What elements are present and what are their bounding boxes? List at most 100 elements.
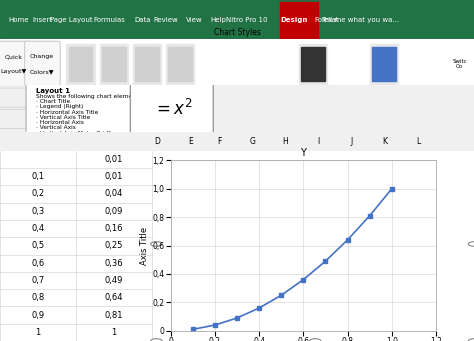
Y xyxy=(234,316,240,320)
Text: Shows the following chart elements:: Shows the following chart elements: xyxy=(36,94,143,99)
Line: Y: Y xyxy=(191,187,394,331)
FancyBboxPatch shape xyxy=(130,79,213,172)
Text: 0,8: 0,8 xyxy=(31,293,45,302)
Text: 0,2: 0,2 xyxy=(31,190,45,198)
Text: 0,7: 0,7 xyxy=(31,276,45,285)
Bar xyxy=(370,44,398,84)
Circle shape xyxy=(310,339,321,341)
Bar xyxy=(175,132,206,152)
Text: View: View xyxy=(186,17,203,24)
Bar xyxy=(303,132,334,152)
Y xyxy=(278,293,284,297)
Text: 0,5: 0,5 xyxy=(31,241,45,250)
Bar xyxy=(100,44,128,84)
Text: 0,9: 0,9 xyxy=(31,311,45,320)
Text: · Horizontal Axis: · Horizontal Axis xyxy=(36,120,83,125)
Bar xyxy=(0,151,152,168)
Text: Nitro Pro 10: Nitro Pro 10 xyxy=(226,17,267,24)
Bar xyxy=(280,2,318,39)
Bar xyxy=(0,324,152,341)
Text: · Chart Title: · Chart Title xyxy=(36,99,70,104)
Y xyxy=(190,327,196,331)
Text: D: D xyxy=(155,137,160,146)
Bar xyxy=(0,289,152,307)
Bar xyxy=(0,237,152,254)
Text: Chart Styles: Chart Styles xyxy=(214,28,260,37)
Y xyxy=(212,323,218,327)
Circle shape xyxy=(151,339,162,341)
Bar xyxy=(0,307,152,324)
Title: Y: Y xyxy=(301,148,306,158)
Text: Home: Home xyxy=(9,17,29,24)
Text: 0,64: 0,64 xyxy=(104,293,123,302)
Text: L: L xyxy=(416,137,420,146)
Text: Review: Review xyxy=(154,17,178,24)
FancyBboxPatch shape xyxy=(0,88,31,107)
Y-axis label: Axis Title: Axis Title xyxy=(140,226,149,265)
Text: Help: Help xyxy=(210,17,226,24)
Text: 0,16: 0,16 xyxy=(104,224,123,233)
FancyBboxPatch shape xyxy=(25,41,60,87)
Bar xyxy=(0,220,152,237)
Text: Tell me what you wa...: Tell me what you wa... xyxy=(321,17,399,24)
Bar xyxy=(166,44,194,84)
Text: 0,3: 0,3 xyxy=(31,207,45,216)
Text: · Vertical Axis Title: · Vertical Axis Title xyxy=(36,115,90,120)
Bar xyxy=(0,272,152,289)
Text: Layout 1: Layout 1 xyxy=(36,88,70,94)
Y xyxy=(301,278,306,282)
Text: Design: Design xyxy=(280,17,308,24)
Text: 0,36: 0,36 xyxy=(104,259,123,268)
FancyBboxPatch shape xyxy=(0,109,31,129)
Circle shape xyxy=(310,145,321,149)
FancyBboxPatch shape xyxy=(0,41,31,87)
Text: 0,1: 0,1 xyxy=(31,172,45,181)
Y xyxy=(367,213,373,218)
Text: 0,04: 0,04 xyxy=(105,190,123,198)
Text: 1: 1 xyxy=(111,328,117,337)
Text: Layout▼: Layout▼ xyxy=(0,69,27,74)
Text: 0,81: 0,81 xyxy=(104,311,123,320)
Text: K: K xyxy=(383,137,387,146)
Bar xyxy=(168,47,192,81)
Y xyxy=(345,238,350,242)
Text: · Legend (Right): · Legend (Right) xyxy=(36,104,83,109)
Text: Colors▼: Colors▼ xyxy=(30,69,55,74)
Circle shape xyxy=(151,145,162,149)
Bar xyxy=(372,47,396,81)
Bar xyxy=(403,132,434,152)
Y xyxy=(389,187,395,191)
Text: Page Layout: Page Layout xyxy=(50,17,92,24)
Text: Data: Data xyxy=(134,17,150,24)
Text: 1: 1 xyxy=(35,328,41,337)
Text: Switc
Co: Switc Co xyxy=(453,59,467,69)
Text: H: H xyxy=(283,137,288,146)
Text: Formulas: Formulas xyxy=(93,17,125,24)
Text: G: G xyxy=(249,137,255,146)
Text: · Vertical Axis: · Vertical Axis xyxy=(36,125,75,130)
Bar xyxy=(299,44,327,84)
Bar xyxy=(0,254,152,272)
Text: Format: Format xyxy=(315,17,339,24)
Bar xyxy=(69,47,92,81)
Circle shape xyxy=(468,242,474,246)
Bar xyxy=(66,44,95,84)
FancyBboxPatch shape xyxy=(26,80,164,238)
Circle shape xyxy=(468,339,474,341)
Text: J: J xyxy=(351,137,353,146)
Text: 0,25: 0,25 xyxy=(105,241,123,250)
Bar xyxy=(270,132,301,152)
Bar xyxy=(0,185,152,203)
Text: 0,4: 0,4 xyxy=(31,224,45,233)
Text: Insert: Insert xyxy=(33,17,53,24)
Bar xyxy=(301,47,325,81)
Text: F: F xyxy=(217,137,221,146)
Text: Quick: Quick xyxy=(5,54,23,59)
Text: 0,49: 0,49 xyxy=(105,276,123,285)
Text: 0,01: 0,01 xyxy=(105,172,123,181)
Bar xyxy=(337,132,367,152)
Text: E: E xyxy=(188,137,193,146)
Bar xyxy=(204,132,235,152)
Circle shape xyxy=(468,145,474,149)
Text: 0,01: 0,01 xyxy=(105,155,123,164)
